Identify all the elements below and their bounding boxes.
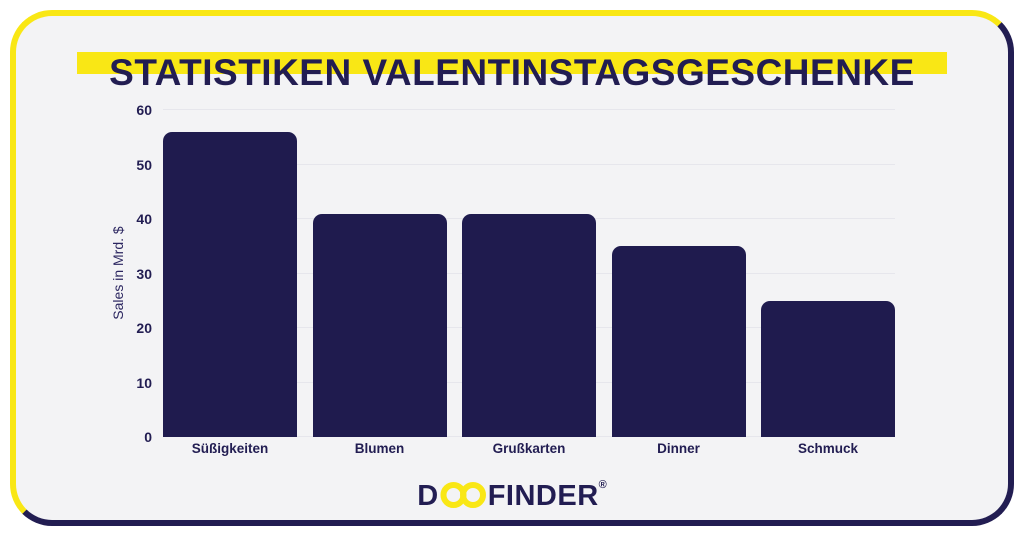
- y-tick-label-50: 50: [136, 156, 152, 173]
- registered-mark: ®: [598, 479, 607, 491]
- y-axis-title: Sales in Mrd. $: [110, 226, 126, 320]
- y-tick-label-60: 60: [136, 102, 152, 118]
- chart-bar-1: [163, 131, 297, 437]
- y-axis: 0 10 20 30 40 50 60: [100, 102, 152, 445]
- y-tick-label-40: 40: [136, 211, 152, 227]
- y-tick-label-20: 20: [136, 320, 152, 336]
- chart-bar-4: [611, 246, 746, 437]
- chart-bar-2: [312, 213, 447, 437]
- gridline-50: [163, 163, 895, 165]
- x-category-label-5: Schmuck: [797, 441, 859, 456]
- y-tick-label-30: 30: [136, 265, 152, 282]
- title-highlight-bar: [77, 52, 947, 74]
- x-category-label-3: Grußkarten: [492, 441, 566, 456]
- plot-area: [163, 109, 895, 437]
- y-tick-label-10: 10: [136, 374, 152, 391]
- gridline-60: [163, 109, 895, 110]
- x-axis-category-labels: Süßigkeiten Blumen Grußkarten Dinner Schmuck: [163, 441, 895, 456]
- infinity-icon: [440, 480, 487, 515]
- y-tick-label-0: 0: [144, 429, 152, 445]
- bar-series: [163, 110, 895, 437]
- x-category-label-2: Blumen: [354, 441, 405, 456]
- logo-letter-d: D: [417, 479, 439, 512]
- chart-bar-5: [761, 300, 895, 437]
- x-category-label-1: Süßigkeiten: [191, 441, 269, 456]
- page-title: STATISTIKEN VALENTINSTAGSGESCHENKE: [109, 51, 915, 93]
- x-category-label-4: Dinner: [657, 441, 700, 456]
- doofinder-logo: D FINDER ®: [0, 476, 1024, 515]
- logo-text-finder: FINDER: [487, 479, 599, 512]
- chart-bar-3: [462, 213, 596, 437]
